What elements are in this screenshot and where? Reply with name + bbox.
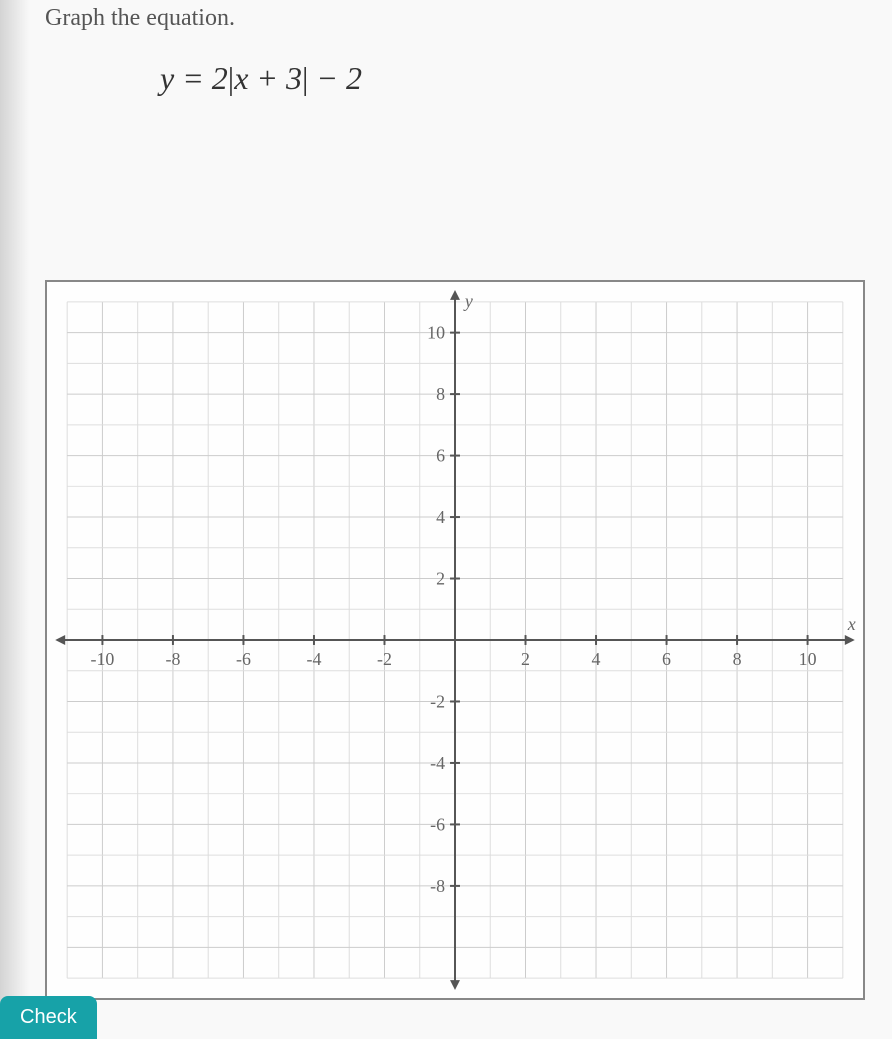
svg-text:-4: -4	[307, 649, 322, 669]
coordinate-plane[interactable]: -10 -8 -6 -4 -2 2 4 6 8 10 -8 -6 -4 -2 2 4 6 8 10 x y	[47, 282, 863, 998]
instruction-text: Graph the equation.	[45, 5, 235, 32]
svg-text:-8: -8	[165, 649, 180, 669]
svg-text:-8: -8	[430, 876, 445, 896]
svg-text:8: 8	[733, 649, 742, 669]
svg-text:-6: -6	[430, 814, 445, 834]
svg-text:-2: -2	[377, 649, 392, 669]
equation-prefix: y = 2	[160, 60, 228, 96]
svg-text:-2: -2	[430, 691, 445, 711]
page-content: Graph the equation. y = 2 |x + 3| − 2 -1…	[0, 0, 892, 1039]
svg-text:8: 8	[436, 384, 445, 404]
equation-suffix: − 2	[308, 60, 362, 96]
svg-text:6: 6	[662, 649, 671, 669]
svg-text:-10: -10	[90, 649, 114, 669]
svg-text:4: 4	[592, 649, 601, 669]
axes	[55, 290, 855, 990]
svg-text:10: 10	[799, 649, 817, 669]
graph-area[interactable]: -10 -8 -6 -4 -2 2 4 6 8 10 -8 -6 -4 -2 2 4 6 8 10 x y	[45, 280, 865, 1000]
svg-text:-6: -6	[236, 649, 251, 669]
svg-text:-4: -4	[430, 753, 445, 773]
equation-abs-content: x + 3	[234, 60, 302, 96]
svg-text:2: 2	[436, 568, 445, 588]
page-shadow	[0, 0, 30, 1039]
svg-text:10: 10	[427, 323, 445, 343]
svg-text:4: 4	[436, 507, 445, 527]
svg-text:x: x	[847, 614, 856, 634]
equation-display: y = 2 |x + 3| − 2	[160, 60, 362, 97]
svg-text:6: 6	[436, 446, 445, 466]
svg-text:y: y	[463, 291, 473, 311]
axis-labels: -10 -8 -6 -4 -2 2 4 6 8 10 -8 -6 -4 -2 2 4 6 8 10 x y	[90, 291, 855, 896]
svg-text:2: 2	[521, 649, 530, 669]
check-button[interactable]: Check	[0, 996, 97, 1039]
